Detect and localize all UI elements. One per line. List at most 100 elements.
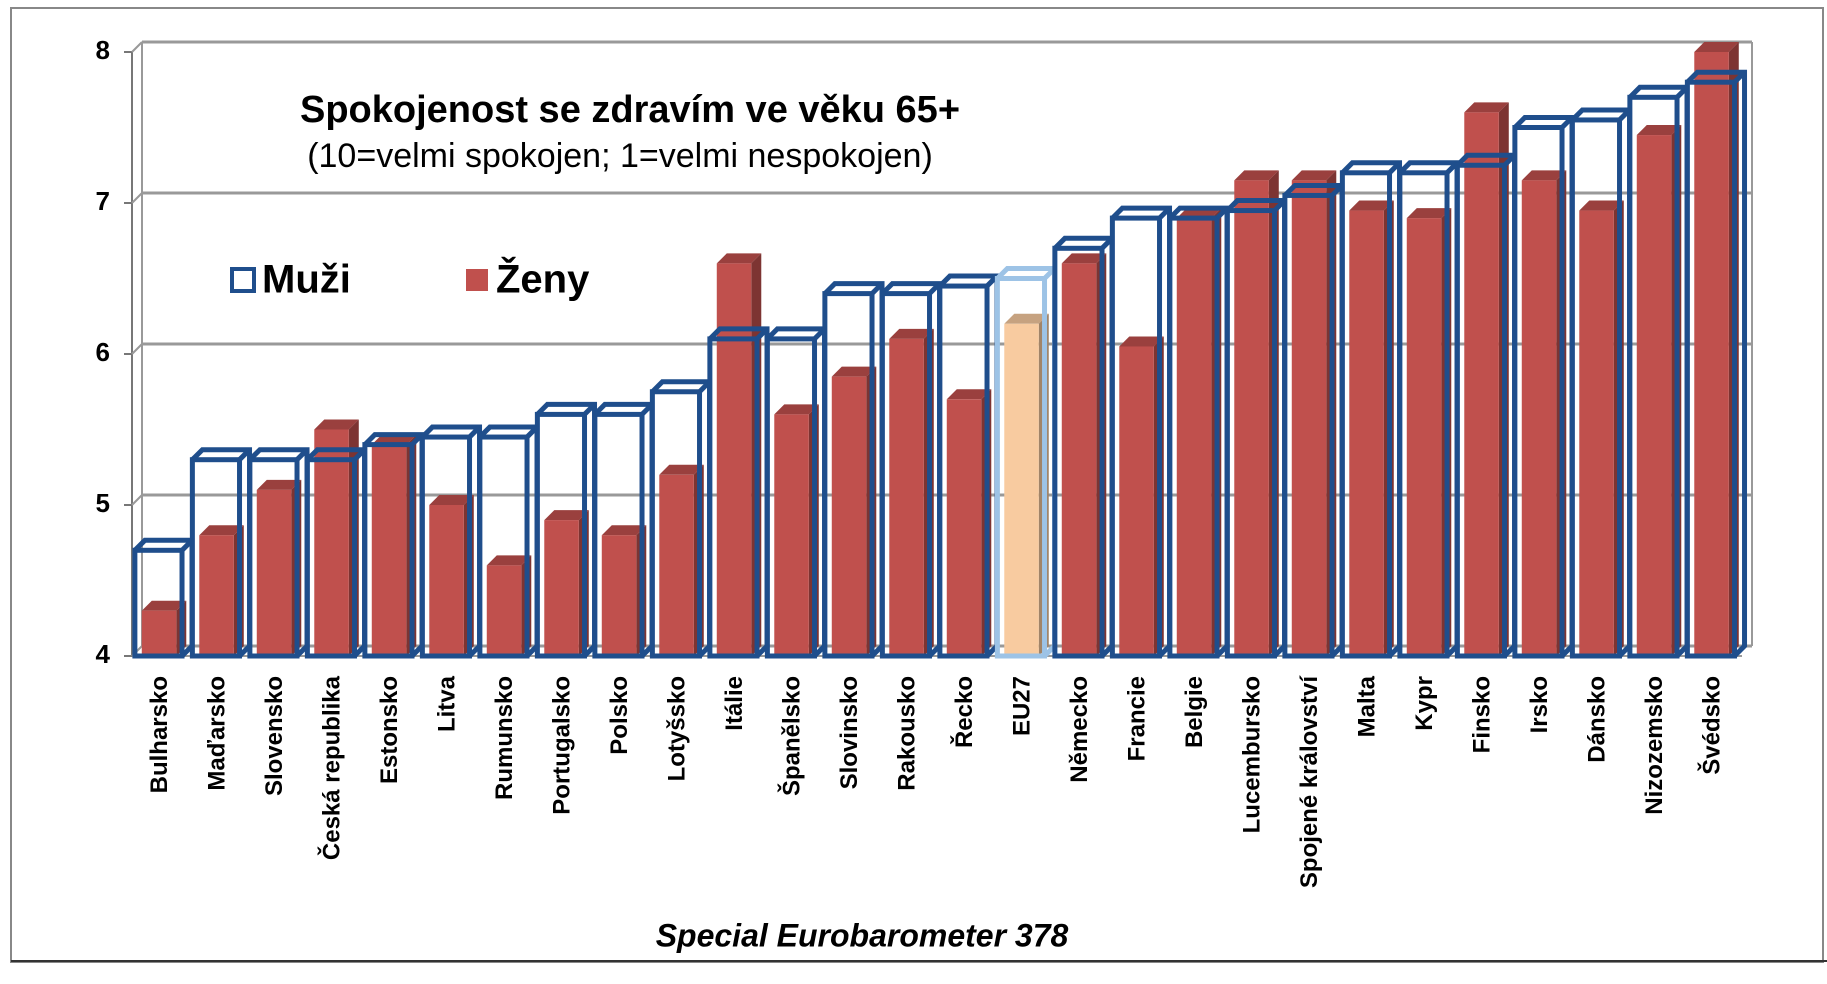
bar [1349,210,1384,657]
legend-label: Ženy [496,256,590,302]
bar-outline-edge [237,447,252,462]
bar [304,457,358,659]
bar-top [1464,102,1509,113]
bar-top [601,525,647,536]
bar [1119,346,1154,656]
x-tick-label: Rakousko [894,676,921,791]
bar-top [774,404,819,415]
bar [419,434,473,659]
x-tick-label: Česká republika [318,675,346,860]
x-tick-label: Rumunsko [491,676,518,800]
bar-top [831,366,877,377]
bar [1521,180,1557,656]
bar [716,263,752,656]
chart-subtitle: (10=velmi spokojen; 1=velmi nespokojen) [307,137,933,175]
bar [1636,135,1672,657]
y-tick-label: 4 [96,639,111,669]
bar [362,442,415,659]
bar-top [1521,170,1567,181]
bar-outline-edge [1732,70,1747,84]
bar [1282,192,1335,659]
bar [1464,112,1499,656]
bar [1694,52,1729,656]
bar-top [716,253,762,264]
x-tick-label: Finsko [1469,676,1496,753]
bar [1061,263,1097,656]
x-tick-label: Spojené království [1296,675,1323,888]
bar [774,414,809,656]
x-tick-label: Maďarsko [204,676,231,791]
bar-outline-edge [295,447,309,462]
bar-top [1291,170,1337,181]
bar [649,389,703,659]
bar-outline-edge [870,281,884,296]
bar-top [141,600,187,611]
bar [1224,208,1278,659]
bar [477,434,530,659]
bar [1052,245,1105,659]
y-tick-label: 5 [96,488,110,518]
bar-top [1579,200,1624,211]
bar-top [314,419,359,430]
x-tick-label: Irsko [1526,676,1553,733]
bar-outline-edge [467,425,482,439]
bar-top [1636,125,1682,136]
bar-top [544,510,589,521]
bar-top [1406,208,1452,219]
bar [132,547,185,659]
chart-title: Spokojenost se zdravím ve věku 65+ [300,89,960,131]
x-tick-label: Švédsko [1698,676,1726,775]
x-tick-label: Bulharsko [146,676,173,793]
bar-top [889,328,934,339]
bar-outline-edge [1387,161,1402,175]
x-tick-label: Belgie [1181,676,1208,748]
bar [994,276,1048,659]
x-tick-label: Portugalsko [549,676,576,815]
bar [1291,180,1327,656]
bar [1167,215,1220,659]
bar-top [1694,42,1739,52]
x-tick-label: Estonsko [376,676,403,784]
bar [314,429,349,656]
x-tick-label: Francie [1124,676,1151,761]
x-tick-label: Slovinsko [836,676,863,789]
bar [199,535,234,656]
bar-top [256,479,302,490]
x-tick-label: Řecko [950,676,978,748]
x-tick-label: Německo [1066,676,1093,783]
bar [189,457,243,659]
bar [601,535,637,656]
bar [429,505,464,656]
bar [256,489,292,656]
bar [371,444,407,656]
grid-line-side [131,41,143,53]
bar-outline-edge [755,327,769,341]
x-tick-label: Itálie [721,676,748,731]
bar-top [1234,170,1279,181]
x-tick-label: Nizozemsko [1641,676,1668,815]
bar [247,457,300,659]
x-tick-label: Kypr [1411,676,1438,731]
bar [1454,162,1508,659]
bar-top [1349,200,1394,211]
bar [1234,180,1269,656]
bar [1109,215,1163,659]
bar [544,520,579,656]
bar [1176,218,1212,656]
grid-line-side [131,494,143,506]
bar [822,291,875,659]
bar-outline-edge [1157,206,1172,220]
bar [1339,170,1393,659]
legend-swatch [230,267,256,293]
bar-top [486,555,532,566]
bar-top [1004,313,1049,324]
bar [141,610,177,656]
bar-top [429,495,474,505]
y-tick-label: 8 [96,35,110,65]
bar-top [659,464,704,475]
bar [534,411,588,659]
x-tick-label: Litva [434,675,461,732]
x-tick-label: Polsko [606,676,633,755]
bar [707,336,760,659]
bar [1406,218,1442,656]
